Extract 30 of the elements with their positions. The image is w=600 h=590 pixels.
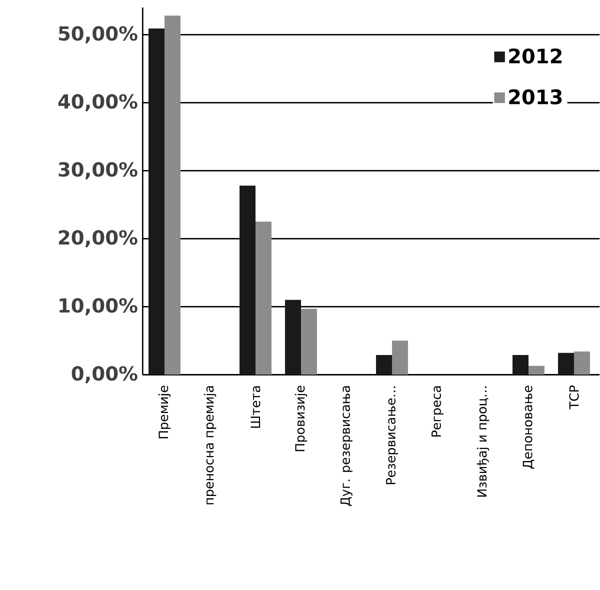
bar xyxy=(512,354,529,375)
bar xyxy=(376,354,392,375)
x-tick-label: преносна премија xyxy=(204,386,216,504)
y-tick-label: 50,00% xyxy=(58,26,138,44)
x-tick-label: ТСР xyxy=(569,385,579,410)
x-tick-label: Депоновање xyxy=(522,386,534,469)
x-tick-label: Резервисање… xyxy=(386,386,398,484)
y-tick-label: 10,00% xyxy=(60,298,138,316)
bar xyxy=(240,186,256,375)
y-tick-label: 0,00% xyxy=(72,366,138,384)
bar xyxy=(301,308,318,375)
bar xyxy=(558,352,574,375)
x-tick-label: Дуг. резервисања xyxy=(340,386,352,506)
bar xyxy=(392,340,408,375)
bar xyxy=(285,300,302,375)
y-tick-label: 40,00% xyxy=(58,94,138,112)
legend-label: 2012 xyxy=(509,48,562,64)
x-tick-label: Регреса xyxy=(432,386,444,436)
y-tick-label: 30,00% xyxy=(58,162,138,180)
x-tick-label: Извиђај и проц… xyxy=(476,386,490,497)
x-tick-label: Провизије xyxy=(294,386,308,452)
y-tick-label: 20,00% xyxy=(58,230,138,248)
x-tick-label: Премије xyxy=(158,386,171,438)
bar xyxy=(148,28,165,375)
bar xyxy=(574,352,590,375)
bar xyxy=(528,366,545,375)
legend-label: 2013 xyxy=(509,89,562,104)
x-tick-label: Штета xyxy=(250,386,260,428)
bar xyxy=(256,222,272,375)
bar xyxy=(164,16,181,375)
